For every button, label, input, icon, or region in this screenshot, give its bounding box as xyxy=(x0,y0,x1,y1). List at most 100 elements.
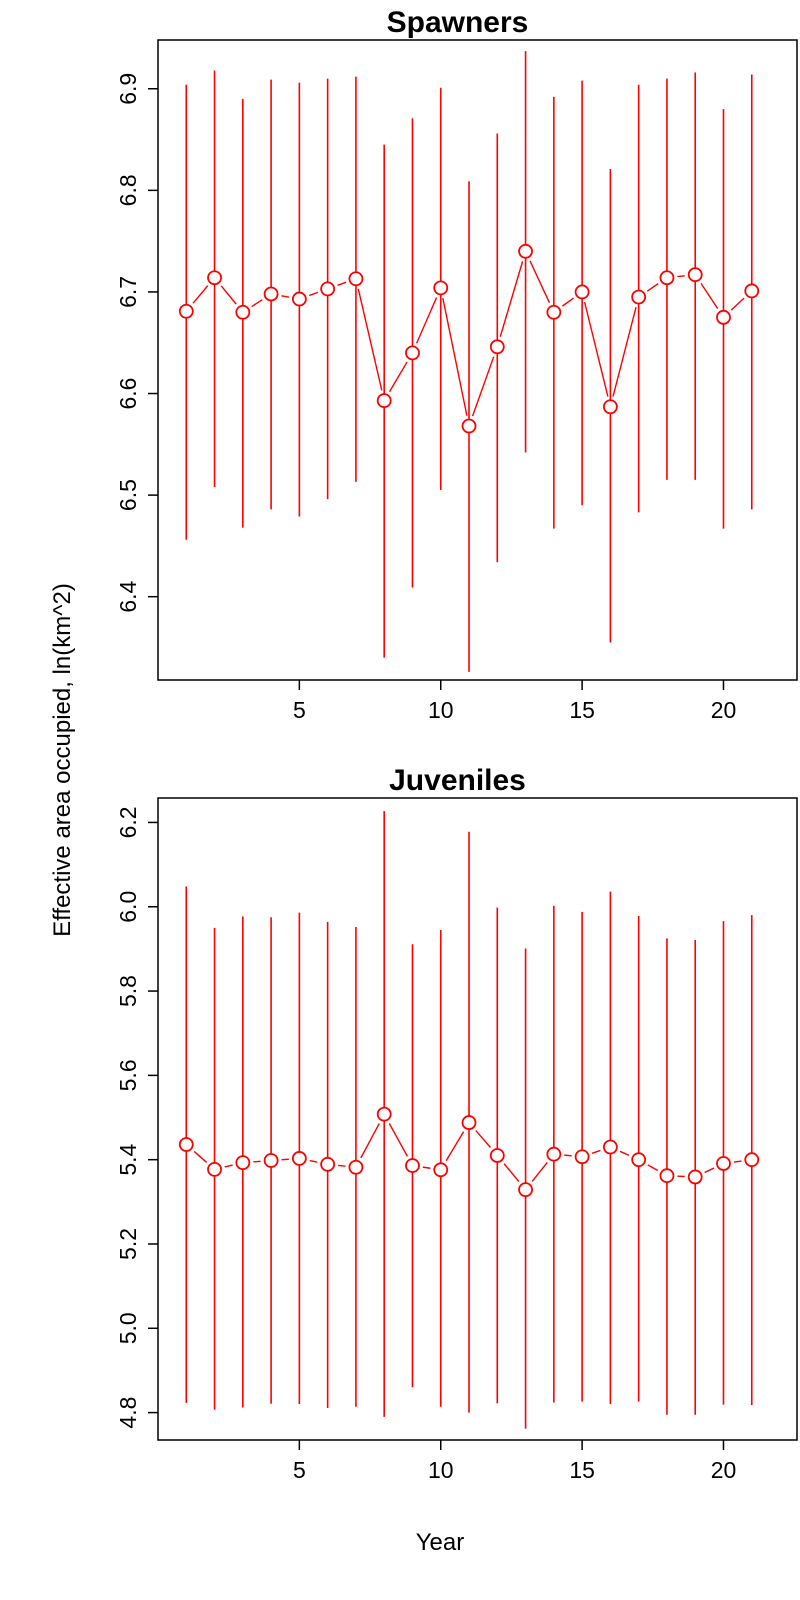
spawners-point xyxy=(546,304,562,320)
juveniles-connector xyxy=(388,1123,409,1157)
juveniles-point xyxy=(178,1137,194,1152)
spawners-point xyxy=(744,283,760,299)
juveniles-point xyxy=(574,1149,590,1165)
juveniles-point xyxy=(405,1158,420,1173)
juveniles-point xyxy=(631,1152,647,1168)
spawners-connector xyxy=(646,283,659,292)
spawners-point xyxy=(320,281,336,297)
spawners-connector xyxy=(529,260,551,304)
spawners-point xyxy=(207,270,222,286)
juveniles-point xyxy=(687,1169,703,1185)
juveniles-point xyxy=(433,1162,449,1178)
spawners-panel: Spawners 5 10 15 20 6.4 6.5 6.6 6.7 6.8 6.9 xyxy=(115,6,798,723)
juveniles-connector xyxy=(338,1164,346,1167)
juveniles-connector xyxy=(564,1154,572,1157)
spawners-point xyxy=(235,304,251,320)
juveniles-connector xyxy=(733,1160,742,1163)
juveniles-point xyxy=(744,1152,760,1168)
juveniles-point xyxy=(320,1156,336,1172)
juveniles-connector xyxy=(253,1160,261,1163)
spawners-connector xyxy=(471,356,495,417)
spawners-point xyxy=(574,284,590,300)
x-axis-label: Year xyxy=(416,1529,465,1556)
juveniles-point xyxy=(263,1153,279,1168)
juveniles-connector xyxy=(193,1150,208,1163)
spawners-title: Spawners xyxy=(387,6,529,39)
spawners-point xyxy=(376,393,392,409)
juveniles-point xyxy=(291,1151,307,1166)
spawners-x-tick-label: 15 xyxy=(569,697,595,723)
juveniles-point xyxy=(461,1115,477,1130)
spawners-point xyxy=(263,286,279,302)
juveniles-connector xyxy=(704,1167,715,1174)
spawners-x-tick-label: 20 xyxy=(711,697,737,723)
juveniles-point xyxy=(235,1155,251,1171)
juveniles-point xyxy=(518,1182,533,1198)
spawners-point xyxy=(405,345,420,361)
spawners-connector xyxy=(416,297,438,344)
spawners-point xyxy=(291,291,307,307)
juveniles-connector xyxy=(591,1149,601,1154)
spawners-connector xyxy=(561,297,574,307)
spawners-connector xyxy=(442,298,468,416)
spawners-connector xyxy=(700,283,719,309)
spawners-point xyxy=(518,243,533,259)
spawners-plot-frame xyxy=(157,39,798,681)
spawners-connector xyxy=(220,285,237,305)
juveniles-x-tick-label: 20 xyxy=(711,1457,737,1483)
spawners-point xyxy=(716,309,731,325)
spawners-y-tick-label: 6.7 xyxy=(115,276,141,308)
spawners-connector xyxy=(192,285,209,304)
spawners-connector xyxy=(499,261,524,337)
juveniles-x-tick-label: 5 xyxy=(293,1457,306,1483)
juveniles-plot-frame xyxy=(157,797,798,1441)
juveniles-title: Juveniles xyxy=(389,764,526,797)
juveniles-connector xyxy=(503,1163,520,1182)
spawners-point xyxy=(178,303,194,319)
juveniles-x-tick-label: 15 xyxy=(569,1457,595,1483)
spawners-connector xyxy=(677,275,685,278)
juveniles-connector xyxy=(360,1123,380,1159)
spawners-connector xyxy=(309,291,319,297)
spawners-connector xyxy=(251,299,263,308)
spawners-x-tick-label: 10 xyxy=(428,697,454,723)
spawners-point xyxy=(461,418,477,434)
juveniles-point xyxy=(602,1139,618,1155)
spawners-y-tick-label: 6.9 xyxy=(115,73,141,105)
spawners-point xyxy=(602,399,618,415)
y-axis-label: Effective area occupied, ln(km^2) xyxy=(49,583,76,937)
spawners-point xyxy=(687,267,703,283)
juveniles-connector xyxy=(309,1159,318,1163)
spawners-y-tick-label: 6.4 xyxy=(115,581,141,613)
juveniles-connector xyxy=(647,1164,659,1172)
juveniles-y-tick-label: 6.0 xyxy=(115,891,141,923)
juveniles-connector xyxy=(475,1130,491,1148)
spawners-point xyxy=(659,270,675,286)
juveniles-y-tick-label: 6.2 xyxy=(115,806,141,838)
juveniles-x-tick-label: 10 xyxy=(428,1457,454,1483)
juveniles-point xyxy=(348,1159,364,1175)
spawners-point xyxy=(348,271,364,287)
juveniles-y-tick-label: 5.2 xyxy=(115,1228,141,1260)
juveniles-y-tick-label: 5.8 xyxy=(115,975,141,1007)
juveniles-point xyxy=(659,1168,675,1184)
spawners-connector xyxy=(388,361,408,392)
juveniles-point xyxy=(207,1161,222,1177)
spawners-connector xyxy=(583,301,609,397)
spawners-connector xyxy=(612,307,637,397)
juveniles-point xyxy=(376,1106,392,1122)
juveniles-point xyxy=(716,1156,731,1171)
juveniles-point xyxy=(489,1148,505,1163)
juveniles-y-tick-label: 5.0 xyxy=(115,1312,141,1344)
juveniles-connector xyxy=(445,1131,465,1162)
spawners-y-tick-label: 6.8 xyxy=(115,174,141,206)
juveniles-panel: Juveniles 5 10 15 20 4.8 5.0 5.2 5.4 5.6 5.8 6.0 6.2 xyxy=(115,764,798,1483)
spawners-y-tick-label: 6.5 xyxy=(115,479,141,511)
spawners-y-tick-label: 6.6 xyxy=(115,378,141,410)
juveniles-connector xyxy=(422,1166,431,1169)
juveniles-connector xyxy=(224,1164,233,1168)
spawners-connector xyxy=(357,288,383,391)
spawners-x-tick-label: 5 xyxy=(293,697,306,723)
spawners-connector xyxy=(337,281,347,286)
juveniles-y-tick-label: 4.8 xyxy=(115,1397,141,1429)
